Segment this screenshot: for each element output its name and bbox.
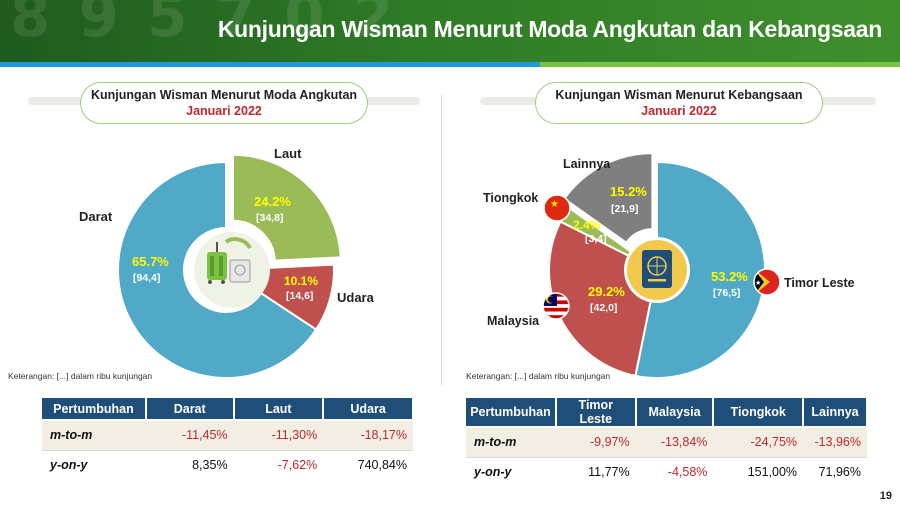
table-header-cell: Lainnya [803, 398, 868, 427]
table-cell: 8,35% [145, 449, 234, 480]
table-header-cell: Laut [233, 398, 325, 420]
tiongkok-value-label: [3,4] [585, 233, 607, 245]
passport-icon [627, 240, 687, 300]
right-title-period: Januari 2022 [641, 104, 717, 118]
lainnya-name-label: Lainnya [563, 157, 611, 171]
udara-name-label: Udara [337, 290, 375, 305]
mode-growth-table: Pertumbuhan Darat Laut Udara m-to-m -11,… [42, 398, 414, 480]
table-header-cell: Pertumbuhan [42, 398, 147, 420]
table-cell: -9,97% [555, 426, 636, 457]
laut-name-label: Laut [274, 146, 302, 161]
slice-lainnya [562, 152, 654, 245]
left-panel-title: Kunjungan Wisman Menurut Moda Angkutan J… [80, 82, 368, 124]
laut-value-label: [34,8] [256, 212, 283, 224]
left-title-text: Kunjungan Wisman Menurut Moda Angkutan [90, 88, 358, 102]
udara-percent-label: 10.1% [284, 274, 318, 288]
table-row: y-on-y 11,77% -4,58% 151,00% 71,96% [466, 456, 867, 487]
row-label: y-on-y [42, 449, 146, 480]
darat-name-label: Darat [79, 209, 113, 224]
table-cell: -4,58% [635, 456, 714, 487]
tiongkok-percent-label: 2.4% [573, 218, 601, 232]
header-stripe [0, 62, 900, 67]
table-cell: 71,96% [803, 456, 867, 487]
table-row: m-to-m -11,45% -11,30% -18,17% [42, 419, 413, 450]
lainnya-percent-label: 15.2% [610, 184, 647, 199]
header-decoration: 8 9 5 7 0 2 [10, 0, 398, 50]
table-header-cell: Malaysia [635, 398, 715, 427]
malaysia-value-label: [42,0] [590, 302, 617, 314]
left-title-period: Januari 2022 [186, 104, 262, 118]
left-note: Keterangan: [...] dalam ribu kunjungan [8, 371, 153, 381]
table-header-cell: Timor Leste [555, 398, 637, 427]
table-header-row: Pertumbuhan Timor Leste Malaysia Tiongko… [466, 398, 868, 427]
table-cell: -11,30% [233, 419, 324, 450]
svg-text:★: ★ [755, 279, 761, 287]
table-cell: 11,77% [555, 456, 636, 487]
row-label: y-on-y [466, 456, 556, 487]
table-header-cell: Pertumbuhan [466, 398, 557, 427]
right-panel-title: Kunjungan Wisman Menurut Kebangsaan Janu… [535, 82, 823, 124]
table-header-cell: Tiongkok [713, 398, 805, 427]
table-header-cell: Darat [145, 398, 235, 420]
panel-divider [441, 95, 442, 385]
right-note: Keterangan: [...] dalam ribu kunjungan [466, 371, 611, 381]
timor-leste-flag-icon: ★ [753, 268, 781, 296]
table-cell: -7,62% [233, 449, 324, 480]
tiongkok-name-label: Tiongkok [483, 191, 538, 205]
mode-donut-chart [117, 153, 342, 379]
table-cell: -18,17% [323, 419, 413, 450]
darat-percent-label: 65.7% [132, 254, 169, 269]
slice-malaysia [548, 220, 652, 378]
table-cell: 740,84% [323, 449, 413, 480]
china-flag-icon: ★ [543, 194, 571, 222]
row-label: m-to-m [466, 426, 556, 457]
malaysia-name-label: Malaysia [487, 314, 540, 328]
udara-value-label: [14,6] [286, 290, 313, 302]
lainnya-value-label: [21,9] [611, 203, 638, 215]
table-cell: -11,45% [145, 419, 234, 450]
table-cell: -13,84% [635, 426, 714, 457]
malaysia-percent-label: 29.2% [588, 284, 625, 299]
table-row: m-to-m -9,97% -13,84% -24,75% -13,96% [466, 426, 867, 457]
page-number: 19 [879, 490, 892, 502]
table-header-cell: Udara [323, 398, 414, 420]
timor-leste-name-label: Timor Leste [784, 276, 855, 290]
page-title: Kunjungan Wisman Menurut Moda Angkutan d… [217, 16, 882, 42]
luggage-icon [194, 232, 270, 308]
malaysia-flag-icon [542, 292, 570, 320]
table-cell: -13,96% [803, 426, 867, 457]
table-cell: -24,75% [713, 426, 804, 457]
laut-percent-label: 24.2% [254, 194, 291, 209]
slice-darat [117, 160, 318, 379]
timor-leste-percent-label: 53.2% [711, 269, 748, 284]
timor-leste-value-label: [76,5] [713, 287, 740, 299]
table-cell: 151,00% [713, 456, 804, 487]
mode-chart-labels: 65.7% [94,4] 24.2% [34,8] 10.1% [14,6] Darat La… [79, 146, 375, 305]
nationality-donut-chart [548, 152, 766, 379]
header-banner: 8 9 5 7 0 2 Kunjungan Wisman Menurut Mod… [0, 0, 900, 62]
table-header-row: Pertumbuhan Darat Laut Udara [42, 398, 414, 420]
slice-timor-leste [634, 160, 766, 379]
nationality-chart-labels: 53.2% [76,5] 29.2% [42,0] 2.4%[3,4] 15.2% [21,… [483, 157, 855, 328]
right-title-text: Kunjungan Wisman Menurut Kebangsaan [555, 88, 803, 102]
slice-laut [231, 153, 342, 262]
nationality-growth-table: Pertumbuhan Timor Leste Malaysia Tiongko… [466, 398, 868, 487]
darat-value-label: [94,4] [133, 272, 160, 284]
row-label: m-to-m [42, 419, 146, 450]
svg-text:★: ★ [550, 199, 559, 210]
table-row: y-on-y 8,35% -7,62% 740,84% [42, 449, 413, 480]
